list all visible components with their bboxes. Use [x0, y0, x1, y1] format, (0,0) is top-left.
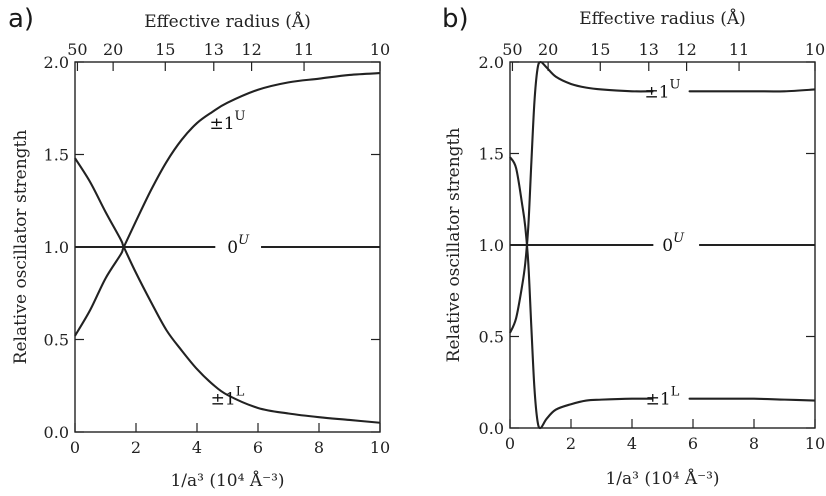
- panel-b-top-tick-label: 12: [676, 40, 696, 59]
- panel-b-top-tick-label: 20: [538, 40, 558, 59]
- panel-a-y-tick-label: 2.0: [44, 53, 69, 72]
- panel-b-x-tick-label: 0: [505, 434, 515, 453]
- panel-b-x-tick-label: 8: [749, 434, 759, 453]
- panel-a-label-0u: 0U: [227, 233, 250, 258]
- panel-b-curve-pm1u: [509, 60, 654, 334]
- panel-b-y-tick-label: 1.0: [479, 236, 504, 255]
- panel-a-x-tick-label: 4: [192, 438, 202, 457]
- panel-b-x-tick-label: 4: [627, 434, 637, 453]
- panel-b-curve-pm1u-right: [688, 88, 816, 93]
- panel-b-top-tick-label: 11: [729, 40, 749, 59]
- panel-a-y-tick-label: 0.0: [44, 423, 69, 442]
- panel-b-y-tick-label: 0.0: [479, 419, 504, 438]
- panel-b-curve-pm1l-right: [688, 397, 816, 402]
- panel-b-label-pm1l: ±1L: [646, 385, 680, 410]
- panel-a-label-pm1u: ±1U: [209, 109, 245, 134]
- panel-b-x-tick-label: 6: [688, 434, 698, 453]
- panel-a-x-tick-label: 10: [370, 438, 390, 457]
- panel-a-x-tick-label: 0: [70, 438, 80, 457]
- panel-b-x-axis-title: 1/a³ (10⁴ Å⁻³): [605, 468, 719, 489]
- panel-b-y-tick-label: 2.0: [479, 53, 504, 72]
- panel-b-x-tick-label: 10: [805, 434, 825, 453]
- panel-b-top-tick-label: 15: [590, 40, 610, 59]
- panel-a-x-axis-title: 1/a³ (10⁴ Å⁻³): [170, 470, 284, 491]
- panel-a-top-tick-label: 12: [241, 40, 261, 59]
- panel-a-label-pm1l: ±1L: [211, 385, 245, 410]
- panel-b-top-tick-label: 10: [805, 40, 825, 59]
- panel-b-y-tick-label: 1.5: [479, 145, 504, 164]
- panel-a-top-tick-label: 15: [155, 40, 175, 59]
- panel-a-x-tick-label: 8: [314, 438, 324, 457]
- panel-a-x-tick-label: 2: [131, 438, 141, 457]
- panel-a-top-axis-title: Effective radius (Å): [144, 11, 311, 32]
- panel-a-top-tick-label: 50: [67, 40, 87, 59]
- panel-a-y-tick-label: 1.5: [44, 146, 69, 165]
- panel-b-letter: b): [442, 4, 469, 34]
- panel-a-top-tick-label: 10: [370, 40, 390, 59]
- panel-a-top-tick-label: 13: [204, 40, 224, 59]
- panel-b-x-tick-label: 2: [566, 434, 576, 453]
- panel-a-curve-pm1u: [74, 72, 381, 337]
- panel-b-top-tick-label: 50: [502, 40, 522, 59]
- panel-a-top-tick-label: 20: [103, 40, 123, 59]
- panel-a-y-tick-label: 0.5: [44, 331, 69, 350]
- panel-a-y-axis-title: Relative oscillator strength: [11, 130, 31, 365]
- panel-b-label-pm1u: ±1U: [644, 77, 680, 102]
- panel-b-top-tick-label: 13: [639, 40, 659, 59]
- panel-a-top-tick-label: 11: [294, 40, 314, 59]
- panel-a-letter: a): [8, 4, 34, 34]
- panel-b-label-0u: 0U: [662, 231, 685, 256]
- panel-a-y-tick-label: 1.0: [44, 238, 69, 257]
- panel-a-curve-pm1l: [74, 157, 381, 424]
- panel-b-curve-pm1l: [509, 156, 654, 430]
- panel-a-x-tick-label: 6: [253, 438, 263, 457]
- panel-b-y-tick-label: 0.5: [479, 328, 504, 347]
- panel-b-y-axis-title: Relative oscillator strength: [444, 128, 464, 363]
- panel-b-top-axis-title: Effective radius (Å): [579, 8, 746, 29]
